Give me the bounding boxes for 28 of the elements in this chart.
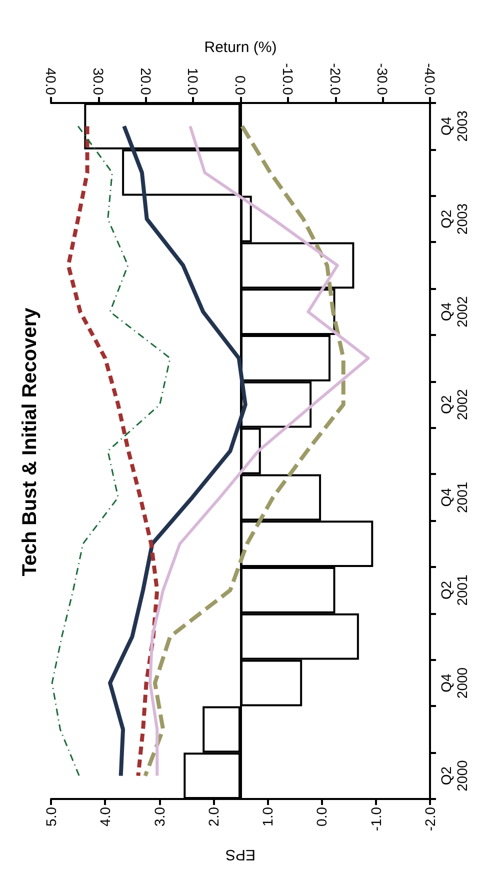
x2-tick-label: 10.0 bbox=[185, 68, 202, 96]
x2-tick-label: 20.0 bbox=[138, 68, 154, 96]
x-tick-label: 5.0 bbox=[43, 806, 59, 826]
y-tick-label: Q2 2002 bbox=[438, 388, 470, 420]
text: Tech Bust & Initial Recovery bbox=[19, 306, 41, 576]
x-tick-label: -2.0 bbox=[422, 806, 438, 832]
x-tick-label: 2.0 bbox=[205, 806, 222, 826]
x2-tick-label: -40.0 bbox=[422, 63, 438, 96]
y-tick-label: Q4 2000 bbox=[438, 667, 470, 699]
x2-tick-label: 0.0 bbox=[232, 76, 248, 96]
y-tick-label: Q2 2000 bbox=[438, 760, 470, 792]
x2-tick-label: -20.0 bbox=[327, 63, 344, 96]
y-tick-label: Q4 2002 bbox=[438, 296, 470, 328]
x-axis-title: EPS bbox=[225, 846, 256, 863]
x2-tick-label: 40.0 bbox=[43, 68, 59, 96]
y-tick-label: Q2 2001 bbox=[438, 574, 470, 606]
y-tick-label: Q2 2003 bbox=[438, 203, 470, 235]
x-tick-label: -1.0 bbox=[368, 806, 384, 832]
x2-tick-label: 30.0 bbox=[90, 68, 106, 96]
x2-tick-label: -10.0 bbox=[280, 63, 296, 96]
x2-tick-label: -30.0 bbox=[374, 63, 391, 96]
x-tick-label: 0.0 bbox=[314, 806, 330, 826]
x2-axis-title: Return (%) bbox=[204, 39, 277, 56]
x-tick-label: 3.0 bbox=[151, 806, 168, 826]
x-tick-label: 1.0 bbox=[260, 806, 276, 826]
y-tick-label: Q4 2001 bbox=[438, 482, 470, 513]
x-tick-label: 4.0 bbox=[97, 806, 114, 826]
y-tick-label: Q4 2003 bbox=[438, 110, 470, 142]
